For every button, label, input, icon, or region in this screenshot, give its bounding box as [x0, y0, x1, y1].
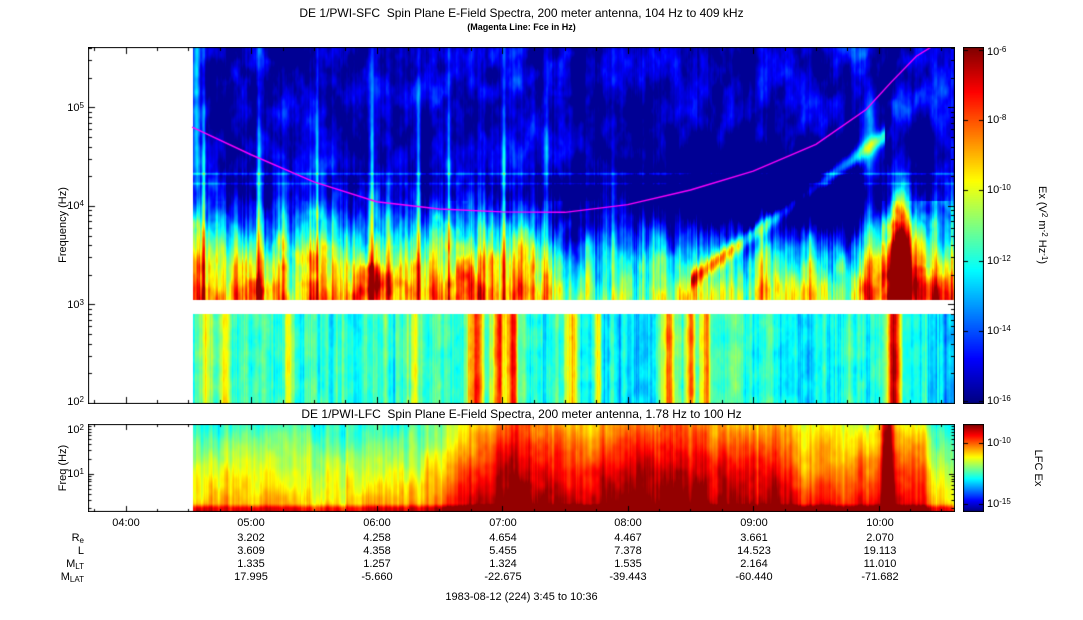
- xtick-0800: 08:00: [614, 517, 642, 529]
- ephemeris-value: 3.661: [740, 532, 768, 544]
- date-range-caption: 1983-08-12 (224) 3:45 to 10:36: [445, 591, 598, 603]
- sfc-subtitle: (Magenta Line: Fce in Hz): [467, 22, 576, 32]
- ephemeris-value: 5.455: [489, 545, 517, 557]
- lfc-colorbar: [963, 424, 984, 512]
- sfc-ytick-1e4: 104: [67, 199, 84, 212]
- sfc-cbar-tick-1e-16: 10-16: [987, 394, 1011, 407]
- sfc-cbar-tick-1e-14: 10-14: [987, 324, 1011, 337]
- ephemeris-value: -22.675: [484, 571, 522, 583]
- xtick-1000: 10:00: [866, 517, 894, 529]
- ephemeris-value: 3.609: [237, 545, 265, 557]
- ephemeris-value: 1.335: [237, 558, 265, 570]
- xtick-0400: 04:00: [112, 517, 140, 529]
- sfc-cbar-tick-1e-8: 10-8: [987, 113, 1007, 126]
- ephemeris-value: 1.535: [614, 558, 642, 570]
- ephemeris-value: 4.467: [614, 532, 642, 544]
- xtick-0700: 07:00: [489, 517, 517, 529]
- sfc-spectrogram-plot: [88, 47, 955, 404]
- ephemeris-row-label-re: Re: [71, 532, 84, 545]
- lfc-ytick-1e2: 102: [67, 423, 84, 436]
- ephemeris-value: 3.202: [237, 532, 265, 544]
- ephemeris-value: 17.995: [234, 571, 268, 583]
- ephemeris-value: 7.378: [614, 545, 642, 557]
- xtick-0600: 06:00: [363, 517, 391, 529]
- sfc-ytick-1e3: 103: [67, 298, 84, 311]
- ephemeris-value: 14.523: [737, 545, 771, 557]
- xtick-0900: 09:00: [740, 517, 768, 529]
- xtick-0500: 05:00: [237, 517, 265, 529]
- sfc-cbar-tick-1e-6: 10-6: [987, 45, 1007, 58]
- sfc-title: DE 1/PWI-SFC Spin Plane E-Field Spectra,…: [299, 6, 744, 20]
- lfc-title: DE 1/PWI-LFC Spin Plane E-Field Spectra,…: [301, 407, 742, 421]
- ephemeris-row-label-mlt: MLT: [66, 558, 84, 571]
- sfc-cbar-tick-1e-12: 10-12: [987, 254, 1011, 267]
- lfc-cbar-tick-1e-10: 10-10: [987, 436, 1011, 449]
- sfc-colorbar-label: Ex (V2 m-2 Hz-1): [1036, 185, 1049, 264]
- sfc-colorbar: [963, 47, 984, 404]
- lfc-ytick-1e1: 101: [67, 467, 84, 480]
- ephemeris-value: 2.070: [866, 532, 894, 544]
- ephemeris-value: 1.324: [489, 558, 517, 570]
- ephemeris-value: 4.654: [489, 532, 517, 544]
- lfc-spectrogram-plot: [88, 424, 955, 512]
- ephemeris-value: -60.440: [735, 571, 773, 583]
- ephemeris-value: 4.258: [363, 532, 391, 544]
- ephemeris-value: 4.358: [363, 545, 391, 557]
- lfc-cbar-tick-1e-15: 10-15: [987, 497, 1011, 510]
- ephemeris-value: 1.257: [363, 558, 391, 570]
- ephemeris-value: 19.113: [863, 545, 897, 557]
- ephemeris-value: -5.660: [361, 571, 393, 583]
- ephemeris-value: -39.443: [609, 571, 647, 583]
- ephemeris-row-label-l: L: [77, 545, 84, 557]
- sfc-ytick-1e5: 105: [67, 101, 84, 114]
- sfc-ylabel: Frequency (Hz): [57, 187, 69, 263]
- ephemeris-value: -71.682: [861, 571, 899, 583]
- sfc-cbar-tick-1e-10: 10-10: [987, 183, 1011, 196]
- ephemeris-value: 2.164: [740, 558, 768, 570]
- sfc-ytick-1e2: 102: [67, 395, 84, 408]
- ephemeris-row-label-mlat: MLAT: [60, 571, 84, 584]
- ephemeris-value: 11.010: [863, 558, 897, 570]
